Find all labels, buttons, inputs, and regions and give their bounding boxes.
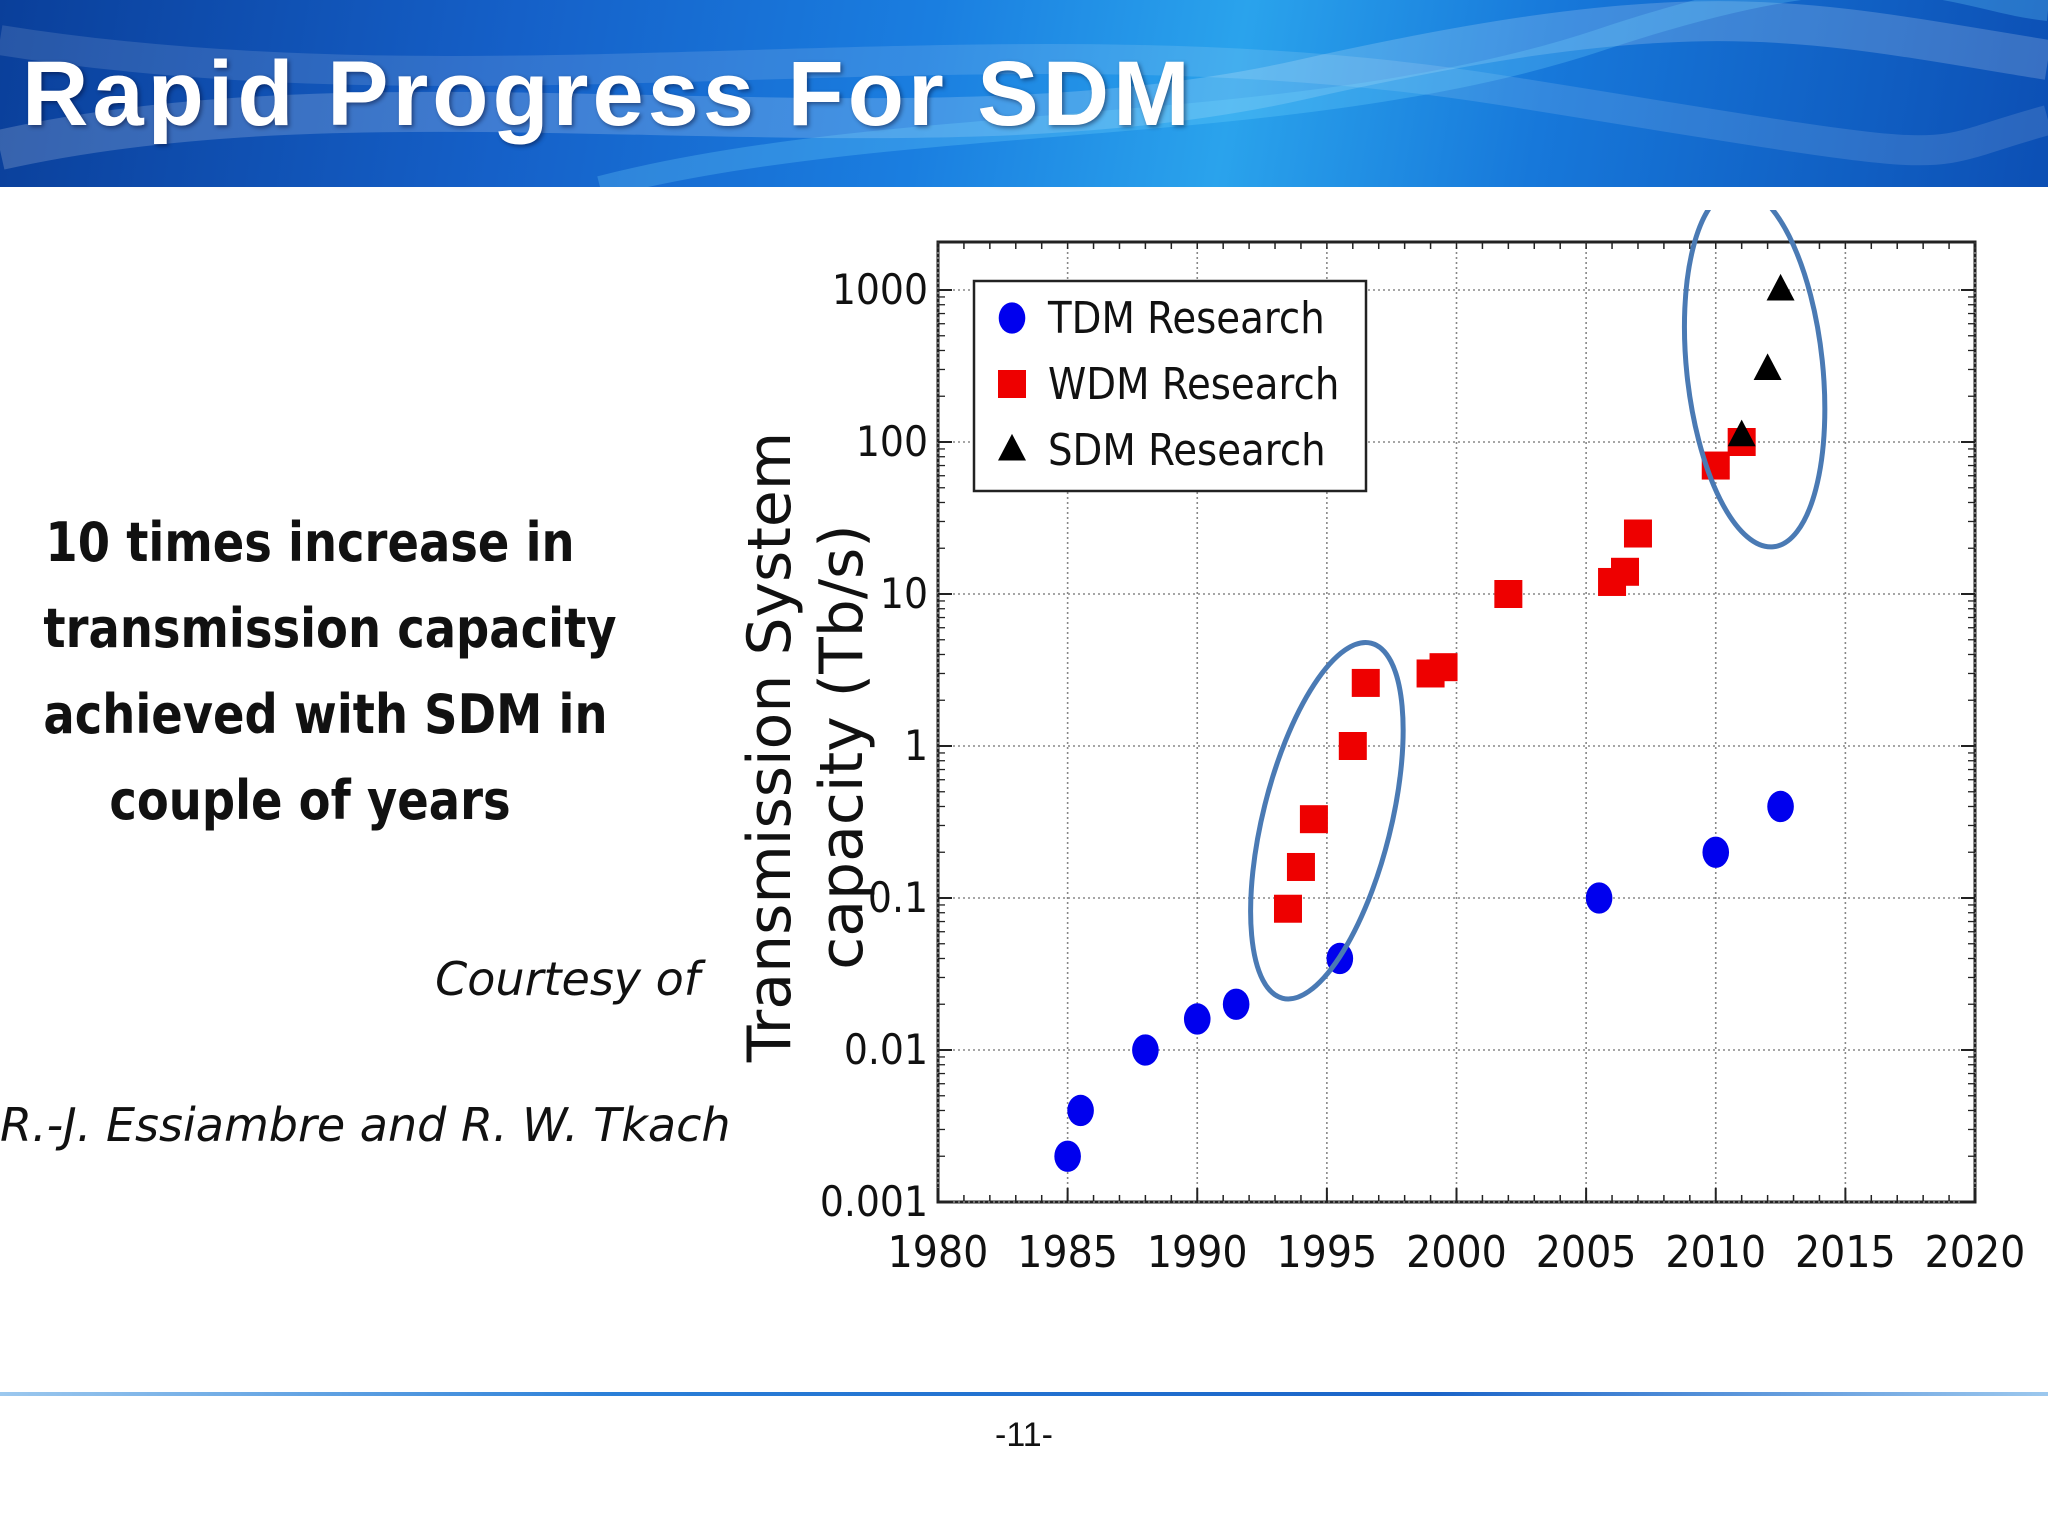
highlight-ellipse-wdm-1995 (1248, 639, 1406, 1002)
title-banner: Rapid Progress For SDM (0, 0, 2048, 187)
x-tick-label: 1980 (888, 1226, 989, 1278)
sdm-data-point (1753, 353, 1782, 380)
tdm-data-point (1183, 1003, 1211, 1035)
tdm-data-point (1067, 1094, 1094, 1127)
page-number: -11- (995, 1416, 1053, 1454)
tdm-data-point (1585, 882, 1613, 914)
tdm-data-point (1702, 836, 1730, 868)
banner-waves-decoration (0, 0, 2048, 187)
y-tick-label: 0.01 (844, 1026, 928, 1074)
y-axis-label: Transmission System capacity (Tb/s) (735, 432, 877, 1063)
wdm-data-point (1338, 732, 1367, 760)
claim-line: transmission capacity (43, 597, 617, 660)
sdm-data-point (1727, 419, 1756, 447)
claim-line: 10 times increase in (45, 511, 575, 574)
courtesy-authors: R.-J. Essiambre and R. W. Tkach (0, 1098, 731, 1152)
x-tick-label: 1995 (1276, 1226, 1377, 1278)
y-axis-label-line: Transmission System (735, 432, 805, 1063)
wdm-legend-marker (998, 370, 1026, 398)
tdm-data-point (1132, 1034, 1159, 1066)
legend-label: TDM Research (1047, 293, 1325, 344)
capacity-chart: Transmission System capacity (Tb/s) 1980… (735, 210, 2026, 1278)
wdm-data-point (1429, 653, 1458, 682)
y-tick-label: 10 (880, 570, 928, 618)
highlight-ellipses (1248, 210, 1828, 1002)
slide-title: Rapid Progress For SDM (22, 43, 1194, 145)
x-tick-label: 2015 (1795, 1226, 1896, 1278)
wdm-data-point (1351, 668, 1380, 697)
x-tick-label: 2010 (1665, 1226, 1766, 1278)
wdm-data-point (1273, 894, 1302, 923)
y-tick-label: 0.1 (868, 874, 928, 922)
chart-legend: TDM Research WDM Research SDM Research (972, 279, 1368, 493)
x-tick-label: 1990 (1147, 1226, 1248, 1278)
footer-divider (0, 1392, 2048, 1396)
legend-box (972, 279, 1368, 493)
wdm-data-point (1494, 580, 1523, 608)
claim-line: achieved with SDM in (43, 683, 608, 746)
highlight-ellipse-sdm-2011 (1681, 210, 1828, 550)
claim-line: couple of years (109, 769, 511, 832)
wdm-data-point (1611, 557, 1640, 586)
y-tick-label: 100 (856, 418, 928, 466)
y-axis-label-line: capacity (Tb/s) (807, 524, 877, 969)
claim-text: 10 times increase in transmission capaci… (43, 500, 617, 844)
y-tick-label: 1000 (832, 266, 928, 314)
y-tick-label: 0.001 (820, 1178, 928, 1226)
wdm-data-point (1286, 852, 1315, 881)
x-tick-label: 2005 (1536, 1226, 1637, 1278)
tdm-data-point (1767, 790, 1794, 823)
tdm-data-point (1222, 988, 1250, 1020)
y-tick-label: 1 (904, 722, 928, 770)
x-tick-label: 1985 (1017, 1226, 1118, 1278)
sdm-legend-marker (998, 433, 1026, 461)
tdm-legend-marker (998, 302, 1026, 334)
legend-label: WDM Research (1048, 359, 1339, 410)
legend-label: SDM Research (1048, 425, 1326, 476)
sdm-data-point (1766, 273, 1795, 301)
x-tick-label: 2000 (1406, 1226, 1507, 1278)
axis-ticks: 1980 1985 1990 1995 2000 2005 2010 2015 2020 0.00… (820, 266, 2026, 1277)
wdm-data-point (1623, 519, 1652, 548)
x-tick-label: 2020 (1925, 1226, 2026, 1278)
wdm-data-point (1299, 805, 1328, 834)
tdm-data-point (1054, 1140, 1081, 1172)
courtesy-label: Courtesy of (435, 952, 700, 1006)
